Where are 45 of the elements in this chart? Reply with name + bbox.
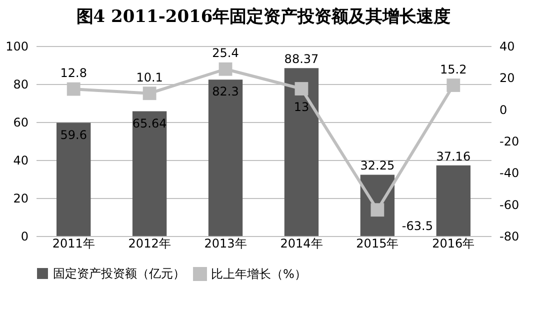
bar — [132, 111, 167, 236]
point — [294, 82, 308, 96]
y-tick-label: 40 — [13, 154, 28, 168]
y-tick-label: 80 — [13, 78, 28, 92]
legend-label: 比上年增长（%） — [211, 267, 306, 281]
data-label: 88.37 — [284, 52, 319, 66]
data-label: 65.64 — [132, 116, 167, 130]
x-tick-label: 2014年 — [280, 236, 323, 250]
y-tick-label: 60 — [13, 116, 28, 130]
point — [218, 62, 232, 76]
y-tick-label: 20 — [13, 192, 28, 206]
bar — [56, 122, 91, 236]
point — [66, 82, 80, 96]
y-tick-label: 0 — [20, 230, 28, 244]
data-label: 10.1 — [136, 70, 163, 84]
x-tick-label: 2012年 — [128, 236, 171, 250]
y2-tick-label: 20 — [500, 71, 515, 86]
y2-tick-label: -80 — [500, 230, 520, 244]
data-label: 59.6 — [60, 128, 87, 142]
data-label: 13 — [294, 100, 310, 114]
data-label: 37.16 — [436, 149, 471, 164]
data-label: 15.2 — [440, 62, 467, 76]
x-tick-label: 2013年 — [204, 236, 247, 250]
data-label: 25.4 — [212, 46, 239, 60]
point — [142, 86, 156, 100]
bar — [436, 165, 470, 236]
data-label: -63.5 — [402, 218, 433, 233]
legend-label: 固定资产投资额（亿元） — [53, 266, 185, 280]
point — [446, 78, 460, 92]
data-label: 12.8 — [60, 66, 87, 80]
y2-tick-label: 40 — [500, 40, 515, 54]
y2-tick-label: 0 — [500, 102, 508, 117]
data-label: 82.3 — [212, 84, 239, 99]
y-tick-label: 100 — [6, 40, 28, 54]
data-label: 32.25 — [360, 158, 395, 173]
y2-tick-label: -20 — [500, 134, 520, 148]
x-tick-label: 2016年 — [432, 236, 475, 250]
point — [370, 203, 384, 217]
y2-tick-label: -60 — [500, 198, 520, 212]
x-tick-label: 2011年 — [52, 236, 95, 250]
bar — [208, 80, 243, 236]
bar — [284, 68, 319, 236]
x-tick-label: 2015年 — [356, 236, 399, 250]
chart-title: 图4 2011-2016年固定资产投资额及其增长速度 — [76, 7, 451, 27]
y2-tick-label: -40 — [500, 166, 520, 180]
